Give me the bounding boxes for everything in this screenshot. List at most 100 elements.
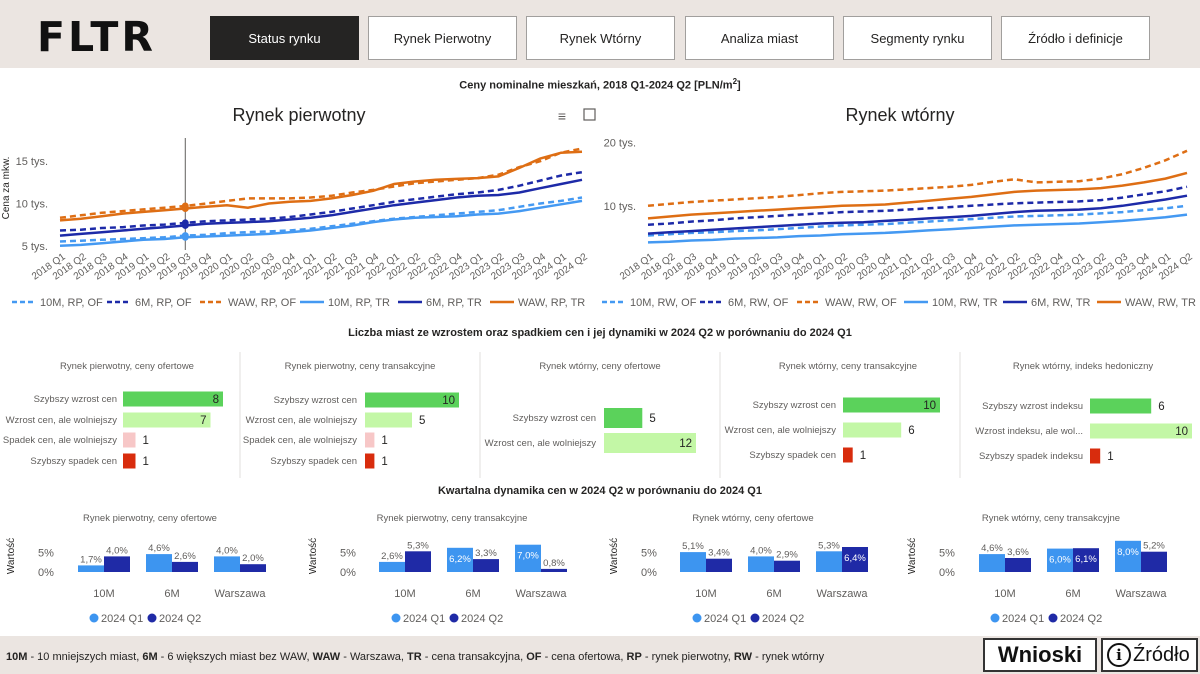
- bar-2024-q2-warszawa[interactable]: [1141, 551, 1167, 572]
- bar-value-label: 5: [649, 413, 655, 425]
- legend-item[interactable]: 2024 Q2: [159, 613, 201, 625]
- bar-wzrost-indeksu-ale-wol-[interactable]: [1090, 423, 1192, 439]
- bar-category-label: Spadek cen, ale wolniejszy: [243, 435, 357, 446]
- legend-item[interactable]: WAW, RP, TR: [518, 297, 585, 309]
- legend-item[interactable]: 2024 Q2: [1060, 613, 1102, 625]
- legend-item[interactable]: 10M, RW, TR: [932, 297, 998, 309]
- legend-dot: [1048, 613, 1058, 623]
- bar-2024-q2-6m[interactable]: [172, 561, 198, 572]
- legend-item[interactable]: 2024 Q1: [101, 613, 143, 625]
- y-tick-label: 5%: [38, 548, 54, 560]
- bar-2024-q2-10m[interactable]: [706, 558, 732, 572]
- bar-szybszy-spadek-cen[interactable]: [365, 453, 375, 469]
- legend-item[interactable]: 10M, RW, OF: [630, 297, 697, 309]
- bar-2024-q1-10m[interactable]: [979, 554, 1005, 572]
- tab-rynek-wtorny[interactable]: Rynek Wtórny: [526, 16, 675, 60]
- tab-segmenty-rynku[interactable]: Segmenty rynku: [843, 16, 992, 60]
- bar-2024-q1-6m[interactable]: [748, 556, 774, 572]
- bar-2024-q1-warszawa[interactable]: [515, 544, 541, 572]
- bar-category-label: Wzrost cen, ale wolniejszy: [246, 415, 358, 426]
- bar-2024-q1-warszawa[interactable]: [1115, 540, 1141, 572]
- legend-item[interactable]: WAW, RW, TR: [1125, 297, 1196, 309]
- bar-data-label: 6,0%: [1049, 555, 1071, 566]
- bar-2024-q2-warszawa[interactable]: [240, 564, 266, 572]
- bar-2024-q2-6m[interactable]: [1073, 548, 1099, 572]
- y-tick-label: 10 tys.: [16, 198, 48, 210]
- y-tick-label: 5%: [641, 548, 657, 560]
- y-tick-label: 10 tys.: [604, 201, 636, 213]
- bar-wzrost-cen-ale-wolniejszy[interactable]: [365, 412, 412, 428]
- legend-item[interactable]: 6M, RP, OF: [135, 297, 192, 309]
- legend-item[interactable]: WAW, RW, OF: [825, 297, 897, 309]
- bar-wzrost-cen-ale-wolniejszy[interactable]: [123, 412, 211, 428]
- bar-data-label: 5,2%: [1143, 541, 1165, 552]
- bar-2024-q2-6m[interactable]: [473, 559, 499, 572]
- bar-category-label: Szybszy spadek cen: [749, 450, 836, 461]
- legend-item[interactable]: 6M, RW, TR: [1031, 297, 1091, 309]
- bar-szybszy-wzrost-cen[interactable]: [123, 391, 223, 407]
- bar-2024-q1-10m[interactable]: [78, 565, 104, 572]
- bar-category-label: Szybszy wzrost cen: [34, 394, 117, 405]
- dashboard-charts: Rynek pierwotny ≡ Cena za mkw. 5 tys. 10 tys…: [1, 105, 1196, 625]
- bar-data-label: 8,0%: [1117, 547, 1139, 558]
- bar-2024-q2-10m[interactable]: [1005, 558, 1031, 572]
- bar-szybszy-spadek-cen[interactable]: [123, 453, 136, 469]
- bar-szybszy-wzrost-indeksu[interactable]: [1090, 398, 1152, 414]
- bar-panel-title: Rynek pierwotny, ceny ofertowe: [60, 361, 194, 372]
- bar-data-label: 2,9%: [776, 550, 798, 561]
- chart-title: Rynek wtórny: [845, 105, 954, 125]
- tab-zrodlo-definicje[interactable]: Źródło i definicje: [1001, 16, 1150, 60]
- bar-category-label: Szybszy wzrost cen: [513, 413, 596, 424]
- y-axis-label: Wartość: [308, 538, 319, 574]
- bar-szybszy-spadek-indeksu[interactable]: [1090, 448, 1101, 464]
- bar-2024-q1-6m[interactable]: [1047, 548, 1073, 572]
- filter-icon[interactable]: ≡: [558, 108, 566, 124]
- legend-item[interactable]: 10M, RP, TR: [328, 297, 390, 309]
- bar-2024-q2-6m[interactable]: [774, 560, 800, 572]
- legend-item[interactable]: 10M, RP, OF: [40, 297, 103, 309]
- wnioski-button[interactable]: Wnioski: [983, 638, 1097, 672]
- legend-item[interactable]: 2024 Q2: [762, 613, 804, 625]
- legend-item[interactable]: 2024 Q2: [461, 613, 503, 625]
- bar-value-label: 10: [442, 395, 455, 407]
- bar-szybszy-wzrost-cen[interactable]: [843, 397, 940, 413]
- legend-item[interactable]: 2024 Q1: [403, 613, 445, 625]
- bar-wzrost-cen-ale-wolniejszy[interactable]: [843, 422, 902, 438]
- zrodlo-button[interactable]: i Źródło: [1101, 638, 1198, 672]
- bar-2024-q2-warszawa[interactable]: [842, 547, 868, 572]
- bar-panel-title: Rynek pierwotny, ceny transakcyjne: [285, 361, 436, 372]
- bar-szybszy-wzrost-cen[interactable]: [604, 408, 643, 428]
- bar-2024-q1-warszawa[interactable]: [816, 551, 842, 572]
- bar-data-label: 5,3%: [407, 540, 429, 551]
- tab-status-rynku[interactable]: Status rynku: [210, 16, 359, 60]
- bar-szybszy-wzrost-cen[interactable]: [365, 392, 459, 408]
- bar-2024-q1-6m[interactable]: [447, 547, 473, 572]
- zrodlo-label: Źródło: [1133, 643, 1190, 666]
- legend-dot: [692, 613, 702, 623]
- bar-2024-q2-10m[interactable]: [104, 556, 130, 572]
- legend-item[interactable]: 6M, RP, TR: [426, 297, 482, 309]
- tab-analiza-miast[interactable]: Analiza miast: [685, 16, 834, 60]
- legend-item[interactable]: 2024 Q1: [1002, 613, 1044, 625]
- bar-data-label: 5,1%: [682, 541, 704, 552]
- bar-2024-q1-6m[interactable]: [146, 554, 172, 572]
- bar-wzrost-cen-ale-wolniejszy[interactable]: [604, 433, 696, 453]
- bar-spadek-cen-ale-wolniejszy[interactable]: [365, 432, 375, 448]
- tab-rynek-pierwotny[interactable]: Rynek Pierwotny: [368, 16, 517, 60]
- bar-value-label: 1: [143, 456, 149, 468]
- legend-item[interactable]: 2024 Q1: [704, 613, 746, 625]
- bar-category-label: Szybszy spadek cen: [270, 456, 357, 467]
- bar-2024-q1-10m[interactable]: [379, 561, 405, 572]
- bar-spadek-cen-ale-wolniejszy[interactable]: [123, 432, 136, 448]
- abbreviation-legend: 10M - 10 mniejszych miast, 6M - 6 większ…: [6, 651, 825, 663]
- x-category-label: 10M: [695, 588, 716, 600]
- legend-item[interactable]: WAW, RP, OF: [228, 297, 296, 309]
- bar-2024-q1-10m[interactable]: [680, 552, 706, 572]
- bar-data-label: 3,6%: [1007, 547, 1029, 558]
- bar-2024-q2-warszawa[interactable]: [541, 568, 567, 572]
- focus-mode-icon[interactable]: [583, 108, 596, 121]
- bar-2024-q1-warszawa[interactable]: [214, 556, 240, 572]
- legend-item[interactable]: 6M, RW, OF: [728, 297, 789, 309]
- bar-szybszy-spadek-cen[interactable]: [843, 447, 853, 463]
- bar-2024-q2-10m[interactable]: [405, 551, 431, 572]
